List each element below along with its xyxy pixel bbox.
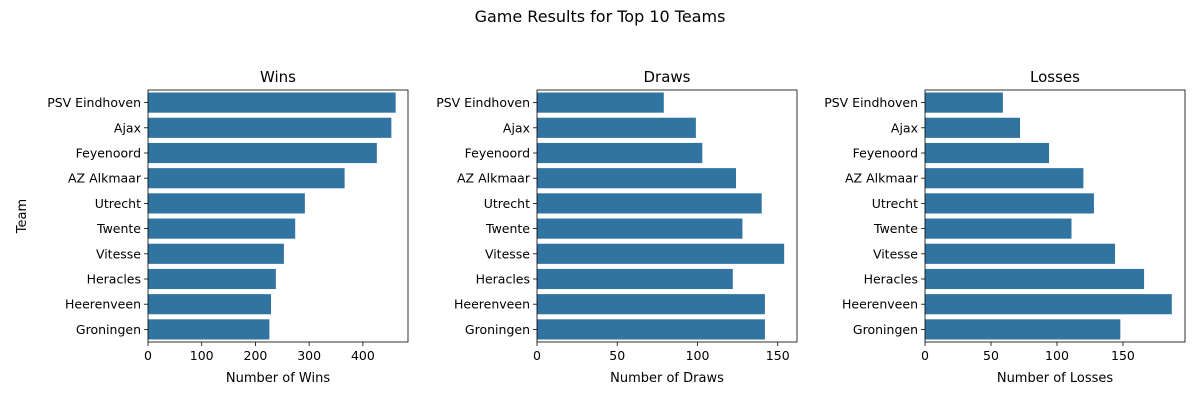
y-tick-label: Groningen xyxy=(853,322,918,337)
bar-feyenoord xyxy=(148,142,377,164)
x-tick-label: 0 xyxy=(144,348,152,363)
y-tick-label: AZ Alkmaar xyxy=(845,171,919,186)
x-tick-label: 400 xyxy=(351,348,375,363)
bar-psv-eindhoven xyxy=(925,92,1003,113)
y-tick-label: Utrecht xyxy=(95,196,141,211)
y-tick-label: Feyenoord xyxy=(465,146,530,161)
y-tick-label: Groningen xyxy=(465,322,530,337)
x-tick-label: 200 xyxy=(244,348,268,363)
bar-az-alkmaar xyxy=(537,168,737,189)
panel-wins: Wins PSV Eindhoven Ajax Feyenoord AZ Alkmaar… xyxy=(47,68,409,386)
bar-psv-eindhoven xyxy=(148,92,396,113)
x-tick-label: 0 xyxy=(533,348,541,363)
y-tick-label: Ajax xyxy=(891,120,918,135)
y-tick-label: Twente xyxy=(96,221,141,236)
y-tick-label: Ajax xyxy=(503,120,530,135)
y-tick-label: Vitesse xyxy=(873,246,918,261)
bar-az-alkmaar xyxy=(925,168,1084,189)
bar-groningen xyxy=(537,319,765,340)
x-tick-label: 100 xyxy=(1045,348,1069,363)
bar-utrecht xyxy=(537,193,762,214)
bar-heerenveen xyxy=(537,294,765,315)
x-axis-label: Number of Losses xyxy=(997,371,1114,386)
axes-frame xyxy=(924,89,1186,343)
bar-feyenoord xyxy=(925,142,1050,164)
panel-losses: Losses PSV Eindhoven Ajax Feyenoord AZ Alkma… xyxy=(824,68,1186,386)
y-tick-label: Vitesse xyxy=(485,246,530,261)
bar-twente xyxy=(537,218,743,239)
bar-groningen xyxy=(148,319,270,340)
y-tick-label: AZ Alkmaar xyxy=(457,171,531,186)
y-tick-label: PSV Eindhoven xyxy=(436,95,530,110)
y-tick-label: Utrecht xyxy=(872,196,918,211)
y-tick-label: Vitesse xyxy=(96,246,141,261)
bar-heerenveen xyxy=(148,294,272,315)
x-tick-label: 100 xyxy=(686,348,710,363)
y-tick-label: Groningen xyxy=(76,322,141,337)
y-tick-label: Twente xyxy=(873,221,918,236)
bar-utrecht xyxy=(148,193,305,214)
axes-frame xyxy=(147,89,409,343)
y-tick-label: PSV Eindhoven xyxy=(824,95,918,110)
y-tick-label: Feyenoord xyxy=(76,146,141,161)
chart-panels: Wins PSV Eindhoven Ajax Feyenoord AZ Alkmaar… xyxy=(47,68,1186,386)
panel-title: Losses xyxy=(1030,68,1080,86)
y-tick-label: Utrecht xyxy=(484,196,530,211)
y-tick-label: Feyenoord xyxy=(853,146,918,161)
y-tick-label: Twente xyxy=(485,221,530,236)
y-axis-label: Team xyxy=(15,199,30,234)
bar-ajax xyxy=(148,117,392,138)
panel-draws: Draws PSV Eindhoven Ajax Feyenoord AZ Alkmaa… xyxy=(436,68,798,386)
axes-frame xyxy=(536,89,798,343)
bar-twente xyxy=(925,218,1072,239)
y-tick-label: PSV Eindhoven xyxy=(47,95,141,110)
bar-heracles xyxy=(148,268,276,290)
x-axis-label: Number of Wins xyxy=(226,371,330,386)
bar-ajax xyxy=(925,117,1021,138)
x-tick-label: 150 xyxy=(1111,348,1135,363)
y-tick-label: Ajax xyxy=(114,120,141,135)
bar-heracles xyxy=(537,268,733,290)
x-axis-label: Number of Draws xyxy=(610,371,724,386)
bar-vitesse xyxy=(148,243,284,264)
x-tick-label: 300 xyxy=(297,348,321,363)
x-tick-label: 150 xyxy=(766,348,790,363)
y-tick-label: Heracles xyxy=(476,272,530,287)
x-tick-label: 100 xyxy=(190,348,214,363)
y-tick-label: Heerenveen xyxy=(65,297,141,312)
x-tick-label: 50 xyxy=(983,348,999,363)
bar-vitesse xyxy=(537,243,785,264)
bar-heracles xyxy=(925,268,1145,290)
y-tick-label: Heerenveen xyxy=(842,297,918,312)
y-tick-label: Heracles xyxy=(87,272,141,287)
y-tick-label: Heracles xyxy=(864,272,918,287)
x-tick-label: 0 xyxy=(921,348,929,363)
y-tick-label: AZ Alkmaar xyxy=(68,171,142,186)
bar-psv-eindhoven xyxy=(537,92,664,113)
y-tick-label: Heerenveen xyxy=(454,297,530,312)
bar-twente xyxy=(148,218,296,239)
figure-title: Game Results for Top 10 Teams xyxy=(475,7,726,26)
bar-groningen xyxy=(925,319,1121,340)
bar-ajax xyxy=(537,117,696,138)
panel-title: Draws xyxy=(644,68,691,86)
bar-heerenveen xyxy=(925,294,1172,315)
x-tick-label: 50 xyxy=(609,348,625,363)
bar-feyenoord xyxy=(537,142,703,164)
panel-title: Wins xyxy=(260,68,296,86)
bar-utrecht xyxy=(925,193,1094,214)
bar-vitesse xyxy=(925,243,1116,264)
bar-az-alkmaar xyxy=(148,168,345,189)
